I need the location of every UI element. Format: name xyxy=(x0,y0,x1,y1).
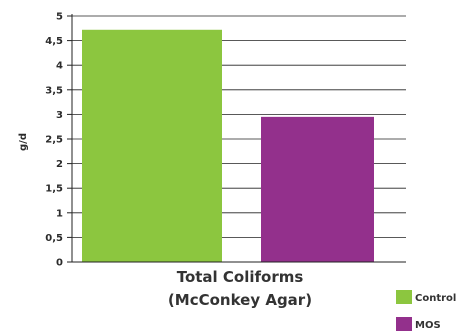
legend-label-control: Control xyxy=(415,293,456,304)
bar-control xyxy=(82,29,222,262)
y-tick-label: 0,5 xyxy=(45,233,63,244)
category-label-line-1: Total Coliforms xyxy=(177,268,304,286)
y-tick-label: 1,5 xyxy=(45,184,63,195)
y-tick-label: 5 xyxy=(56,12,63,23)
y-tick-label: 3,5 xyxy=(45,85,63,96)
category-label-line-2: (McConkey Agar) xyxy=(168,291,312,309)
legend-label-mos: MOS xyxy=(415,320,441,331)
y-tick-label: 4,5 xyxy=(45,36,63,47)
y-tick-label: 2 xyxy=(56,159,63,170)
bar-mos xyxy=(261,116,374,262)
y-tick-label: 0 xyxy=(56,258,63,269)
legend-swatch-control xyxy=(396,290,412,304)
y-tick-label: 4 xyxy=(56,61,63,72)
y-axis-label: g/d xyxy=(18,133,29,151)
y-tick-labels: 0 0,5 1 1,5 2 2,5 3 3,5 4 4,5 5 xyxy=(45,12,63,269)
legend-swatch-mos xyxy=(396,317,412,331)
axes xyxy=(67,14,406,263)
legend: Control MOS xyxy=(396,290,456,331)
y-tick-label: 2,5 xyxy=(45,135,63,146)
y-tick-label: 1 xyxy=(56,208,63,219)
bars xyxy=(82,29,374,262)
y-tick-label: 3 xyxy=(56,110,63,121)
